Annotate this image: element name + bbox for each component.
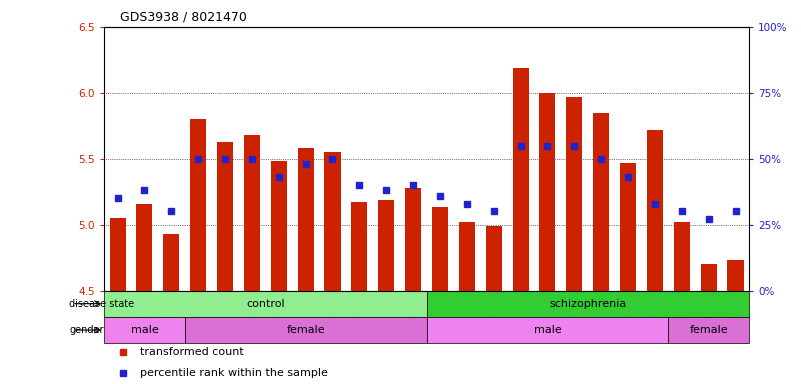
Bar bbox=[163, 234, 179, 291]
Bar bbox=[185, 317, 427, 343]
Bar bbox=[271, 161, 287, 291]
Bar bbox=[513, 68, 529, 291]
Bar bbox=[566, 97, 582, 291]
Text: gender: gender bbox=[69, 325, 103, 335]
Text: female: female bbox=[286, 325, 325, 335]
Bar bbox=[539, 93, 556, 291]
Bar bbox=[485, 226, 501, 291]
Text: disease state: disease state bbox=[69, 299, 135, 309]
Bar bbox=[136, 204, 152, 291]
Bar bbox=[324, 152, 340, 291]
Bar bbox=[674, 222, 690, 291]
Bar bbox=[104, 317, 185, 343]
Bar bbox=[620, 163, 636, 291]
Bar bbox=[432, 207, 448, 291]
Bar bbox=[244, 135, 260, 291]
Text: percentile rank within the sample: percentile rank within the sample bbox=[139, 368, 328, 378]
Text: control: control bbox=[246, 299, 284, 309]
Text: schizophrenia: schizophrenia bbox=[549, 299, 626, 309]
Text: transformed count: transformed count bbox=[139, 348, 244, 358]
Bar bbox=[459, 222, 475, 291]
Bar bbox=[405, 188, 421, 291]
Bar bbox=[668, 317, 749, 343]
Text: male: male bbox=[131, 325, 159, 335]
Bar bbox=[190, 119, 206, 291]
Bar bbox=[427, 317, 668, 343]
Bar bbox=[110, 218, 126, 291]
Bar bbox=[217, 142, 233, 291]
Text: male: male bbox=[533, 325, 562, 335]
Bar bbox=[104, 291, 427, 317]
Bar bbox=[593, 113, 610, 291]
Bar bbox=[427, 291, 749, 317]
Bar bbox=[298, 148, 314, 291]
Text: GDS3938 / 8021470: GDS3938 / 8021470 bbox=[120, 10, 247, 23]
Text: female: female bbox=[690, 325, 728, 335]
Bar bbox=[701, 264, 717, 291]
Bar bbox=[378, 200, 394, 291]
Bar bbox=[727, 260, 743, 291]
Bar bbox=[647, 130, 663, 291]
Bar bbox=[352, 202, 368, 291]
